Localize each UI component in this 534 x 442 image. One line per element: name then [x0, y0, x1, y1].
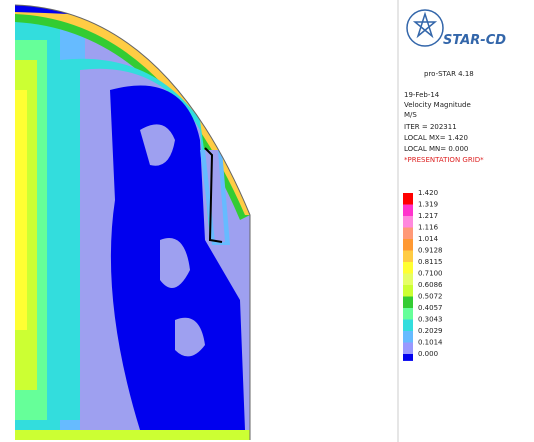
legend-label: 0.4057: [418, 304, 443, 312]
grid-note: *PRESENTATION GRID*: [404, 156, 484, 164]
legend-label: 0.000: [418, 350, 438, 358]
legend-label: 0.2029: [418, 327, 443, 335]
legend-swatch: [403, 308, 413, 320]
legend-swatch: [403, 250, 413, 262]
units: M/S: [404, 111, 417, 119]
legend-swatch: [403, 331, 413, 343]
local-max: LOCAL MX= 1.420: [404, 134, 468, 142]
legend-label: 1.420: [418, 189, 438, 197]
legend-swatch: [403, 285, 413, 297]
legend-swatch: [403, 319, 413, 331]
legend-label: 1.014: [418, 235, 439, 243]
legend-swatch: [403, 342, 413, 354]
legend-label: 1.116: [418, 224, 439, 232]
logo: STAR-CD: [406, 9, 506, 48]
legend-label: 0.1014: [418, 339, 443, 347]
logo-star: [412, 11, 438, 39]
legend-swatch: [403, 262, 413, 274]
legend-label: 0.3043: [418, 316, 443, 324]
legend-label: 0.6086: [418, 281, 443, 289]
date: 19-Feb-14: [404, 91, 440, 99]
quantity: Velocity Magnitude: [404, 101, 471, 109]
legend-label: 0.9128: [418, 247, 443, 255]
contour-plot: [15, 5, 250, 440]
legend-swatch: [403, 296, 413, 308]
legend-label: 1.217: [418, 212, 438, 220]
legend-swatch: [403, 193, 413, 205]
legend-label: 0.5072: [418, 293, 443, 301]
legend-swatch: [403, 204, 413, 216]
legend-label: 0.8115: [418, 258, 443, 266]
iter: ITER = 202311: [404, 123, 457, 131]
legend-swatch: [403, 216, 413, 228]
legend-label: 1.319: [418, 201, 438, 209]
legend-swatch: [403, 239, 413, 251]
logo-ring: [406, 9, 444, 47]
legend-swatch: [403, 227, 413, 239]
boundary: [14, 4, 251, 440]
legend-label: 0.7100: [418, 270, 443, 278]
legend: 1.420 1.319 1.217 1.116 1.014 0.9128 0.8115 0.7…: [403, 189, 443, 361]
version: pro-STAR 4.18: [424, 70, 474, 78]
legend-swatch: [403, 273, 413, 285]
local-min: LOCAL MN= 0.000: [404, 145, 468, 153]
logo-text: STAR-CD: [443, 33, 506, 48]
legend-swatch: [403, 354, 413, 361]
